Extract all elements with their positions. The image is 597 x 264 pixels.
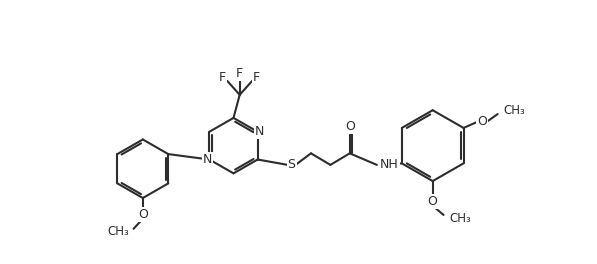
Text: N: N — [203, 153, 213, 166]
Text: O: O — [345, 120, 355, 133]
Text: F: F — [236, 67, 243, 80]
Text: F: F — [253, 71, 260, 84]
Text: F: F — [219, 71, 226, 84]
Text: O: O — [427, 195, 438, 208]
Text: O: O — [477, 115, 487, 128]
Text: NH: NH — [380, 158, 399, 171]
Text: N: N — [254, 125, 264, 138]
Text: CH₃: CH₃ — [504, 105, 525, 117]
Text: O: O — [138, 209, 148, 221]
Text: S: S — [288, 158, 296, 171]
Text: CH₃: CH₃ — [450, 212, 472, 225]
Text: CH₃: CH₃ — [107, 225, 129, 238]
